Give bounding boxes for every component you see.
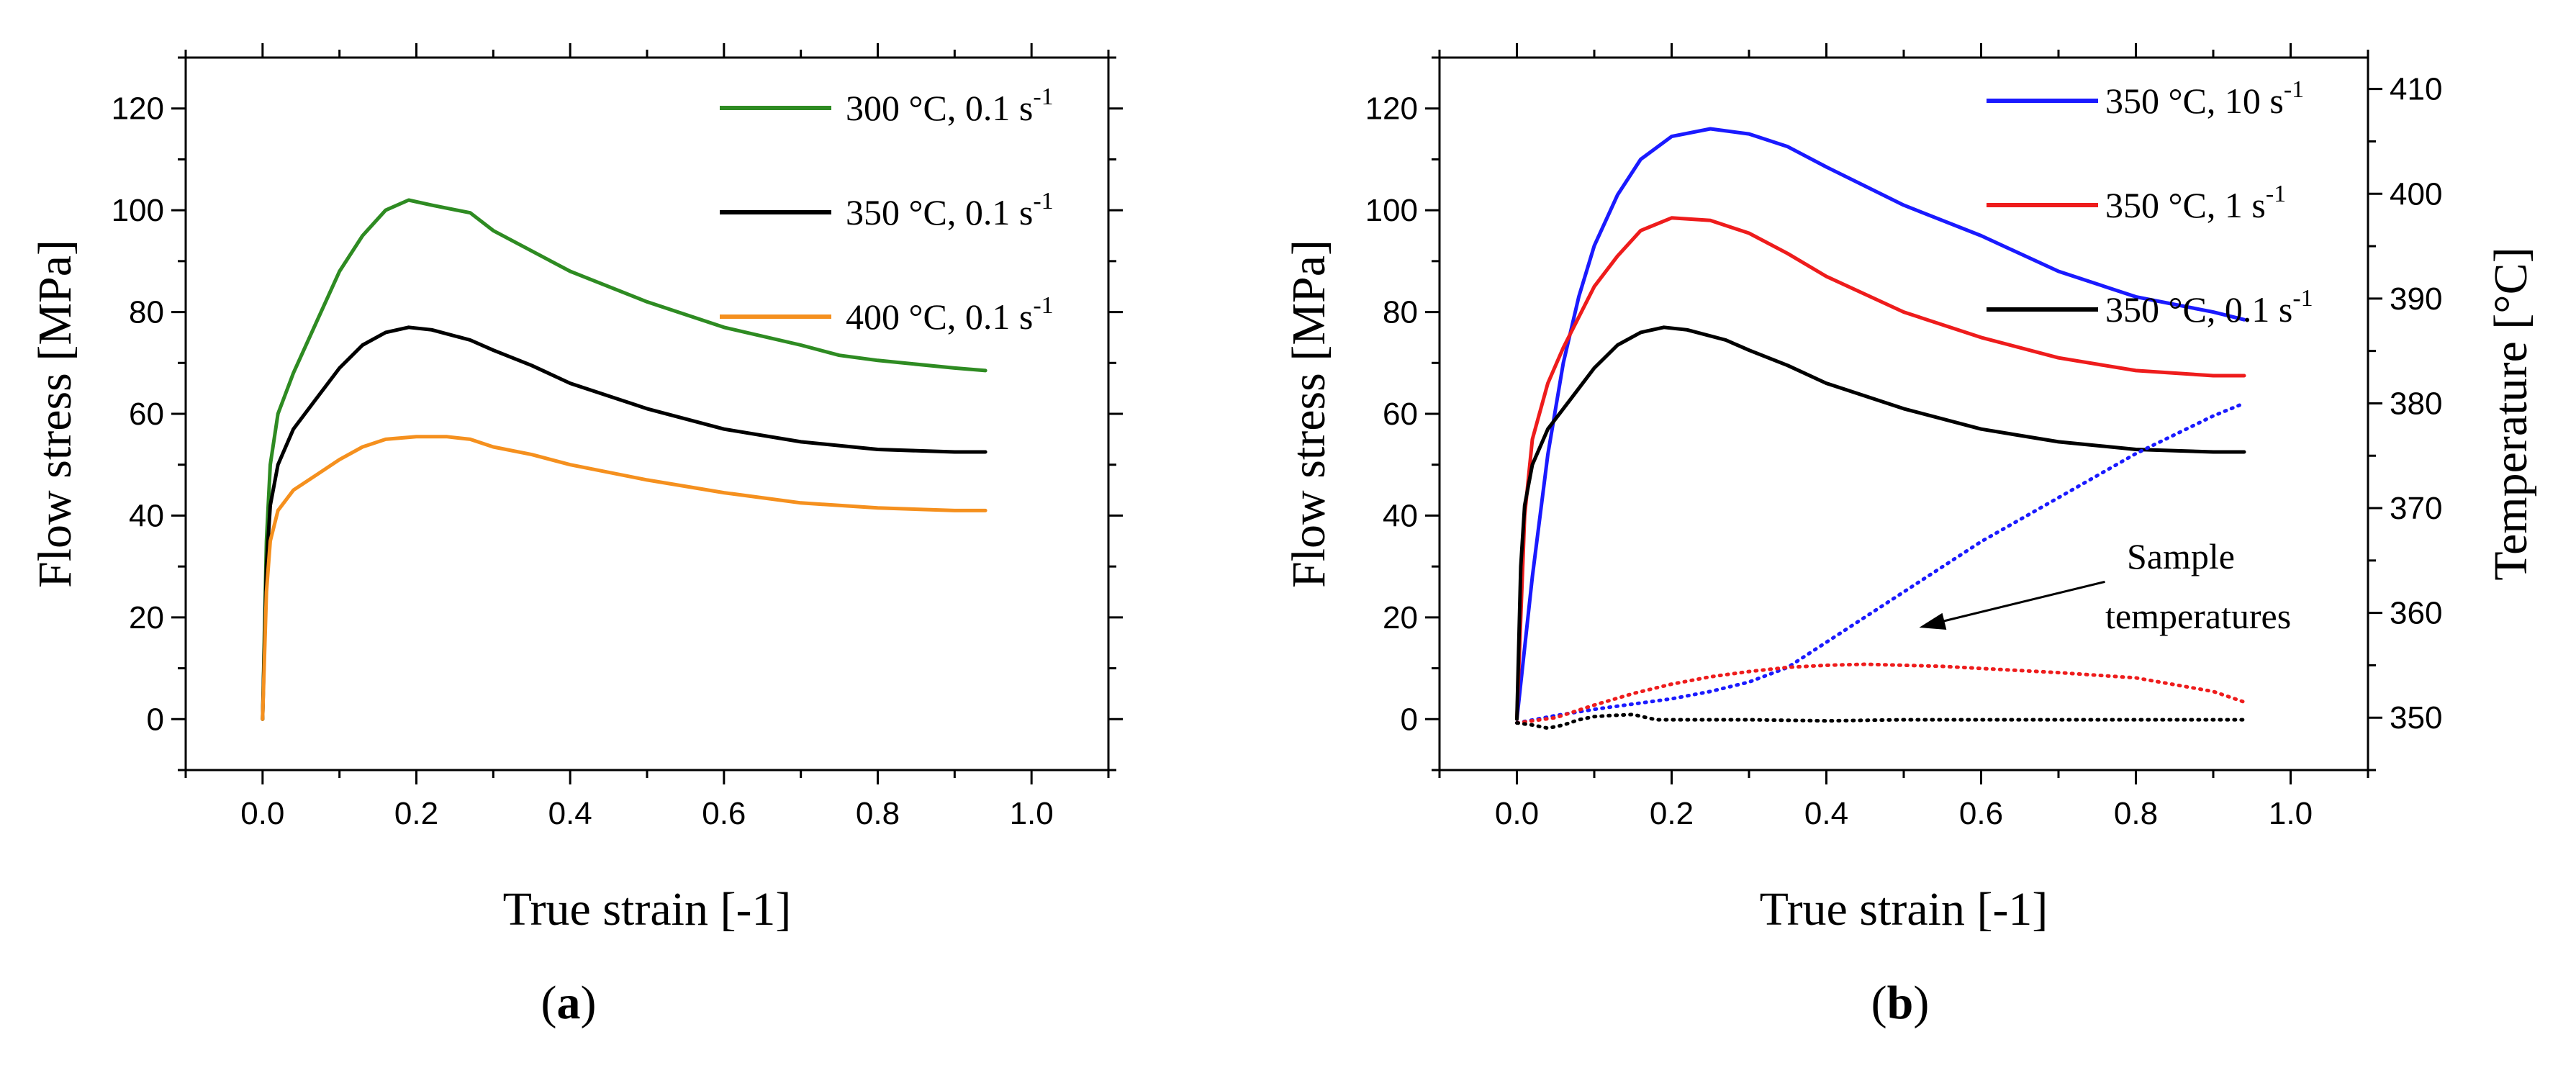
y-tick-label: 20 [1383, 600, 1418, 635]
y-right-tick-label: 370 [2390, 491, 2442, 526]
legend-label: 350 °C, 10 s-1 [2105, 76, 2304, 121]
y-tick-label: 80 [1383, 295, 1418, 330]
y-right-tick-label: 410 [2390, 72, 2442, 107]
y-tick-label: 60 [129, 397, 164, 432]
y-tick-label: 120 [1365, 91, 1418, 127]
y-tick-label: 40 [129, 498, 164, 533]
x-tick-label: 0.6 [702, 796, 746, 831]
x-tick-label: 1.0 [1010, 796, 1054, 831]
x-tick-label: 0.4 [548, 796, 592, 831]
y-right-tick-label: 360 [2390, 596, 2442, 631]
x-axis-title: True strain [-1] [1760, 883, 2048, 936]
panel-caption: (a) [541, 977, 597, 1029]
legend-label: 350 °C, 0.1 s-1 [846, 188, 1054, 232]
y-axis-title: Flow stress [MPa] [29, 240, 81, 588]
legend-label: 400 °C, 0.1 s-1 [846, 292, 1054, 337]
series-line-temperature-350-c-10-s-1 [1515, 401, 2246, 725]
legend-label: 350 °C, 1 s-1 [2105, 181, 2286, 225]
y-right-tick-label: 400 [2390, 176, 2442, 212]
x-tick-label: 0.2 [394, 796, 438, 831]
x-axis-title: True strain [-1] [503, 883, 792, 936]
y-tick-label: 100 [1365, 193, 1418, 228]
y-right-axis-title: Temperature [°C] [2485, 247, 2537, 580]
plot-frame [184, 56, 1110, 771]
series-line-350-c-0-1-s [261, 325, 988, 721]
x-tick-label: 0.2 [1650, 796, 1694, 831]
annotation-line-1: Sample [2127, 536, 2235, 576]
panel-b: 0.0 0.2 0.4 0.6 0.8 1.0 0 20 40 60 80 100 120 350 360 3… [1283, 43, 2537, 1029]
series-line-350-c-10-s [1515, 127, 2246, 721]
legend-label: 350 °C, 0.1 s-1 [2105, 285, 2313, 330]
x-tick-label: 0.6 [1959, 796, 2003, 831]
y-right-tick-label: 380 [2390, 386, 2442, 421]
x-tick-label: 0.8 [2114, 796, 2158, 831]
y-tick-label: 100 [112, 193, 164, 228]
x-tick-label: 0.8 [856, 796, 900, 831]
y-axis-title: Flow stress [MPa] [1283, 240, 1335, 588]
y-tick-label: 40 [1383, 498, 1418, 533]
x-tick-label: 0.0 [240, 796, 284, 831]
series-line-300-c-0-1-s [261, 198, 988, 721]
y-tick-label: 120 [112, 91, 164, 127]
series-line-350-c-0-1-s [1515, 325, 2246, 721]
series-line-350-c-1-s [1515, 216, 2246, 721]
y-tick-label: 20 [129, 600, 164, 635]
series-line-400-c-0-1-s [261, 435, 988, 721]
legend-label: 300 °C, 0.1 s-1 [846, 83, 1054, 128]
x-tick-label: 0.4 [1804, 796, 1848, 831]
panel-a: 0.0 0.2 0.4 0.6 0.8 1.0 0 20 40 60 80 100 120 True st… [29, 43, 1123, 1029]
series-line-temperature-350-c-0-1-s-1 [1515, 712, 2246, 730]
panel-caption: (b) [1871, 977, 1930, 1029]
y-right-tick-label: 390 [2390, 281, 2442, 317]
y-tick-label: 60 [1383, 397, 1418, 432]
y-tick-label: 0 [147, 702, 164, 737]
plot-frame [1438, 56, 2369, 771]
series-line-temperature-350-c-1-s-1 [1515, 662, 2246, 725]
y-tick-label: 0 [1401, 702, 1418, 737]
y-right-tick-label: 350 [2390, 700, 2442, 736]
annotation-line-2: temperatures [2105, 596, 2291, 636]
y-tick-label: 80 [129, 295, 164, 330]
annotation-arrowhead [1919, 612, 1947, 630]
x-tick-label: 1.0 [2269, 796, 2313, 831]
annotation-arrow [1940, 580, 2105, 623]
x-tick-label: 0.0 [1495, 796, 1539, 831]
